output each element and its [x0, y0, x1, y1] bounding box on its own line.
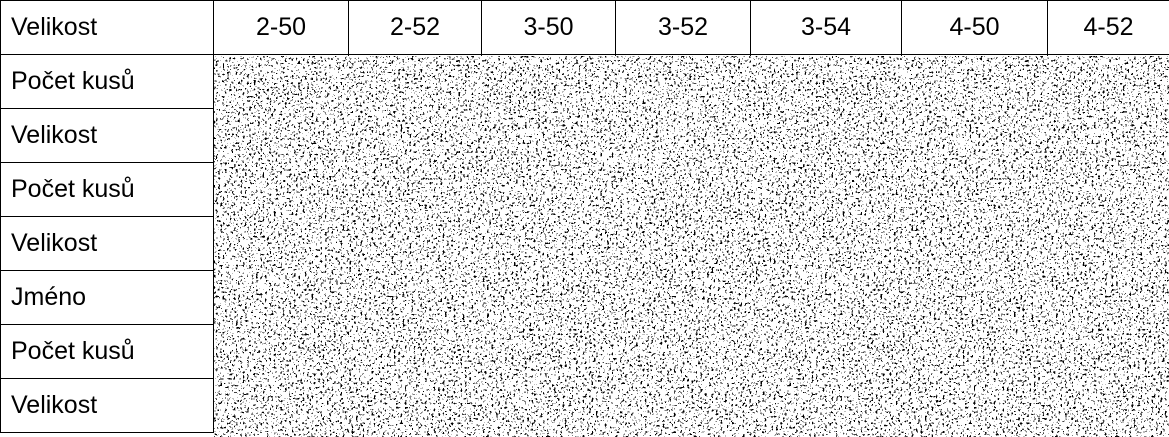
row-label: Velikost [0, 108, 214, 163]
row-label: Počet kusů [0, 162, 214, 217]
header-cell: 3-52 [615, 0, 751, 55]
row-label: Jméno [0, 270, 214, 325]
header-cell: 2-52 [348, 0, 482, 55]
row-label: Velikost [0, 378, 214, 433]
header-cell: 4-50 [901, 0, 1048, 55]
row-label: Počet kusů [0, 324, 214, 379]
header-cell: 2-50 [213, 0, 349, 55]
row-label: Počet kusů [0, 54, 214, 109]
header-row: Velikost 2-50 2-52 3-50 3-52 3-54 4-50 4-52 [0, 0, 1169, 55]
noise-overlay [214, 56, 1169, 437]
row-label: Velikost [0, 216, 214, 271]
header-cell: 3-50 [481, 0, 616, 55]
noise [214, 56, 1169, 437]
header-cell: Velikost [0, 0, 214, 55]
header-cell: 3-54 [750, 0, 902, 55]
header-cell: 4-52 [1047, 0, 1169, 55]
